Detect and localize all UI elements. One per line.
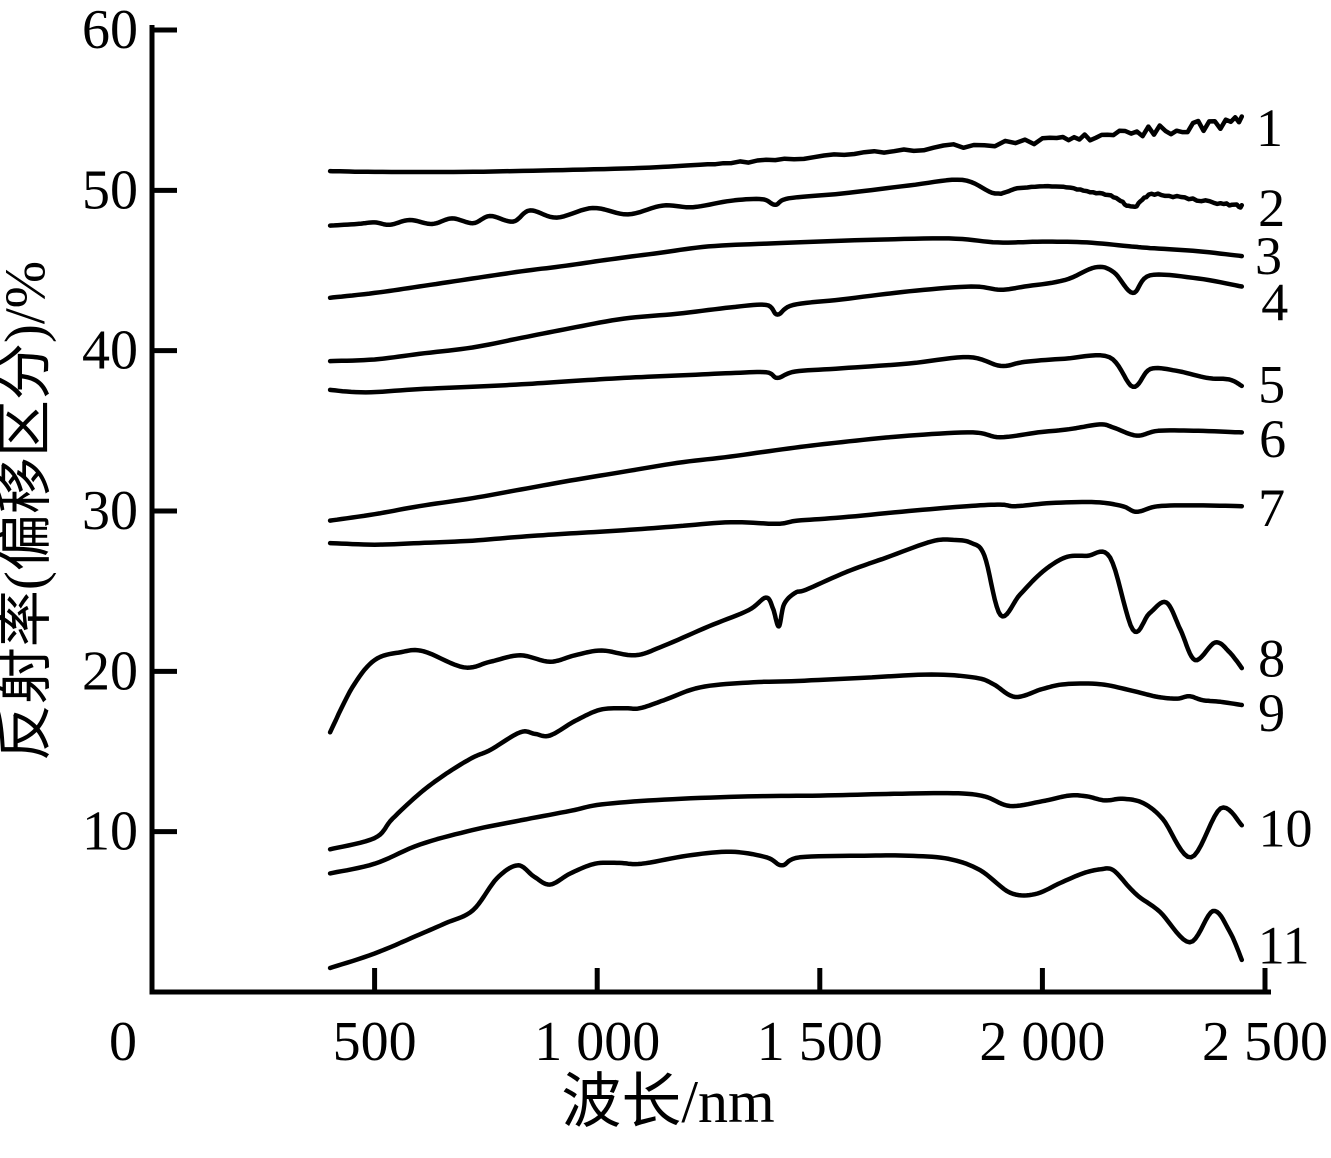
y-tick-label-60: 60 [82,0,138,61]
curve-4 [327,264,1245,364]
y-tick-label-30: 30 [82,480,138,542]
curve-3 [327,236,1245,301]
axes [149,25,1271,995]
curve-6 [327,422,1245,523]
x-tick-label-2000: 2 000 [979,1011,1105,1073]
curve-label-2: 2 [1258,178,1285,238]
curve-label-9: 9 [1258,683,1285,743]
x-tick-label-1000: 1 000 [534,1011,660,1073]
curve-label-11: 11 [1258,916,1310,976]
curves [327,114,1245,971]
curve-label-5: 5 [1258,354,1285,414]
curve-label-1: 1 [1256,98,1283,158]
curve-label-6: 6 [1259,409,1286,469]
curve-9 [327,672,1245,852]
curve-label-4: 4 [1261,273,1288,333]
y-tick-label-40: 40 [82,320,138,382]
x-tick-label-1500: 1 500 [757,1011,883,1073]
x-tick-label-2500: 2 500 [1202,1011,1328,1073]
curve-label-8: 8 [1258,629,1285,689]
x-tick-label-0: 0 [109,1011,137,1073]
axis-tick-labels: 0 500 1 000 1 500 2 000 2 500 10 20 30 40 50 60 [82,0,1328,1073]
x-axis-title: 波长/nm [561,1069,774,1135]
curve-10 [327,790,1245,876]
curve-2 [327,177,1245,228]
y-tick-label-10: 10 [82,801,138,863]
y-tick-label-50: 50 [82,159,138,221]
y-tick-label-20: 20 [82,640,138,702]
curve-number-labels: 1 234 56 7 89 10 11 [1255,98,1312,976]
curve-label-7: 7 [1258,478,1285,538]
curve-label-3: 3 [1255,226,1282,286]
curve-1 [327,114,1245,175]
curve-11 [327,849,1245,971]
curve-8 [327,537,1245,735]
curve-label-10: 10 [1258,798,1312,858]
curve-7 [327,499,1245,547]
axis-ticks [152,27,1268,992]
axis-lines [149,25,1271,995]
curve-5 [327,352,1245,395]
y-axis-title: 反射率(偏移区分)/% [0,261,57,761]
x-tick-label-500: 500 [333,1011,417,1073]
